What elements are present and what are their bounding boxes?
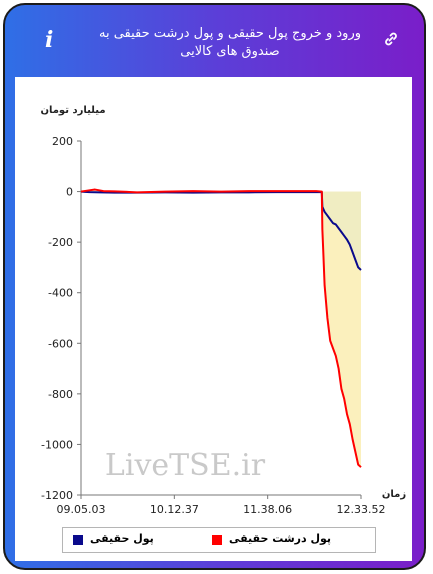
y-tick-label: -800 <box>48 388 73 401</box>
watermark: LiveTSE.ir <box>105 448 266 483</box>
series-line-real-money <box>80 190 362 271</box>
y-tick-label: -200 <box>48 236 73 249</box>
x-tick-label: 11.38.06 <box>243 503 292 516</box>
series-line-big-real-money <box>80 188 362 468</box>
area-big-real-money <box>81 189 361 468</box>
legend-label-big: پول درشت حقیقی <box>229 532 332 545</box>
x-tick-label: 12.33.52 <box>337 503 386 516</box>
y-tick-label: -400 <box>48 287 73 300</box>
y-tick-label: -600 <box>48 337 73 350</box>
link-icon[interactable] <box>383 31 399 51</box>
y-tick-label: -1000 <box>41 438 73 451</box>
legend-swatch-real <box>73 535 83 545</box>
legend-swatch-big <box>212 535 222 545</box>
y-tick-label: 200 <box>52 135 73 148</box>
chart-title: ورود و خروج پول حقیقی و پول درشت حقیقی ب… <box>98 26 361 59</box>
chart-legend: پول حقیقی پول درشت حقیقی <box>62 527 376 553</box>
area-real-money <box>81 191 361 270</box>
y-tick-label: -1200 <box>41 489 73 502</box>
line-chart: میلیارد تومان زمان LiveTSE.ir 200 0 -200 -4… <box>40 105 406 516</box>
x-tick-label: 10.12.37 <box>150 503 199 516</box>
y-tick-label: 0 <box>66 186 73 199</box>
x-axis-label: زمان <box>382 489 406 500</box>
y-axis-label: میلیارد تومان <box>40 105 105 116</box>
x-tick-label: 09.05.03 <box>57 503 106 516</box>
card-header: i ورود و خروج پول حقیقی و پول درشت حقیقی… <box>5 5 424 77</box>
info-icon[interactable]: i <box>45 27 54 53</box>
legend-label-real: پول حقیقی <box>90 532 154 545</box>
chart-card: i ورود و خروج پول حقیقی و پول درشت حقیقی… <box>3 3 426 570</box>
plot-area: میلیارد تومان زمان LiveTSE.ir 200 0 -200 -4… <box>15 77 412 561</box>
